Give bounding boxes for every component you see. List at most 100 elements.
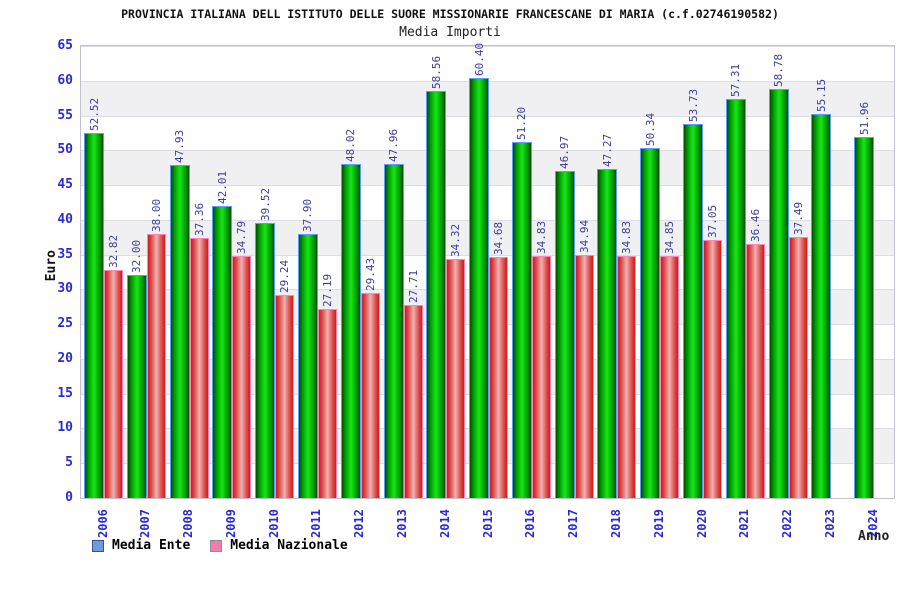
value-label: 57.31 <box>729 64 743 98</box>
value-label: 47.27 <box>600 134 614 168</box>
bar-media-nazionale <box>703 240 723 498</box>
value-label: 58.78 <box>772 54 786 88</box>
x-tick-label-year: 2009 <box>223 509 238 538</box>
x-tick-label-year: 2016 <box>523 509 538 538</box>
value-label: 37.90 <box>301 199 315 233</box>
value-label: 38.00 <box>149 198 163 232</box>
y-tick-label: 5 <box>65 455 73 471</box>
bar-media-ente <box>126 275 147 498</box>
x-tick-label-year: 2023 <box>822 509 837 538</box>
bar-media-nazionale <box>531 255 551 498</box>
y-tick-label: 65 <box>57 38 73 53</box>
bar-media-nazionale <box>745 244 765 498</box>
y-tick-label: 15 <box>57 385 73 401</box>
x-tick-label-year: 2007 <box>138 509 153 538</box>
value-label: 34.32 <box>449 224 463 258</box>
y-tick-label: 30 <box>57 281 73 297</box>
bar-media-ente <box>683 124 704 498</box>
value-label: 27.71 <box>406 270 420 304</box>
bar-media-ente <box>340 164 361 498</box>
value-label: 34.83 <box>620 220 634 254</box>
value-label: 47.93 <box>173 129 187 163</box>
x-tick-label-year: 2014 <box>437 509 452 538</box>
bar-media-nazionale <box>360 293 380 498</box>
legend: Media Ente Media Nazionale <box>92 538 348 553</box>
legend-swatch-media-nazionale-icon <box>210 539 223 552</box>
bar-media-nazionale <box>275 294 295 498</box>
bar-media-ente <box>469 77 490 498</box>
x-tick-label-year: 2020 <box>694 509 709 538</box>
x-tick-label-year: 2018 <box>608 509 623 538</box>
x-tick-label-year: 2019 <box>651 509 666 538</box>
bar-media-ente <box>511 141 532 498</box>
value-label: 48.02 <box>344 128 358 163</box>
bar-media-ente <box>768 89 789 498</box>
bar-media-ente <box>84 132 104 498</box>
bar-media-ente <box>854 136 875 498</box>
bar-media-ente <box>811 114 832 498</box>
x-tick-label-year: 2010 <box>266 509 281 538</box>
legend-label-media-nazionale: Media Nazionale <box>230 538 348 553</box>
legend-item-media-ente: Media Ente <box>92 538 190 553</box>
value-label: 37.49 <box>791 202 805 236</box>
value-label: 42.01 <box>215 170 229 204</box>
legend-swatch-media-ente-icon <box>92 539 104 552</box>
bar-media-nazionale <box>232 256 252 498</box>
chart-title: PROVINCIA ITALIANA DELL ISTITUTO DELLE S… <box>121 7 779 21</box>
value-label: 36.46 <box>748 209 762 243</box>
value-label: 51.20 <box>515 106 529 140</box>
gridline <box>81 46 894 47</box>
y-tick-label: 35 <box>57 246 73 262</box>
y-tick-label: 60 <box>57 72 73 88</box>
bar-media-ente <box>169 164 190 498</box>
value-label: 37.05 <box>706 205 720 239</box>
x-axis-title: Anno <box>858 529 890 544</box>
value-label: 34.79 <box>235 220 249 255</box>
bar-media-ente <box>297 234 318 498</box>
bar-media-ente <box>725 99 746 498</box>
value-label: 37.36 <box>192 203 206 237</box>
value-label: 52.52 <box>87 97 101 131</box>
x-tick-label-year: 2021 <box>737 509 752 538</box>
value-label: 29.43 <box>363 258 377 292</box>
bar-media-nazionale <box>146 233 166 498</box>
y-tick-label: 25 <box>57 316 73 332</box>
legend-label-media-ente: Media Ente <box>112 538 191 553</box>
x-tick-label-year: 2015 <box>480 509 495 538</box>
legend-item-media-nazionale: Media Nazionale <box>210 538 348 553</box>
bar-media-nazionale <box>446 259 466 498</box>
value-label: 47.96 <box>387 129 401 163</box>
value-label: 32.00 <box>130 240 144 274</box>
bar-media-ente <box>383 164 404 498</box>
y-tick-label: 0 <box>65 490 73 505</box>
value-label: 34.94 <box>577 219 591 254</box>
value-label: 58.56 <box>429 55 443 89</box>
value-label: 39.52 <box>258 188 272 222</box>
bar-media-nazionale <box>489 256 509 498</box>
value-label: 29.24 <box>278 259 292 293</box>
x-tick-label-year: 2022 <box>780 509 795 538</box>
bar-media-nazionale <box>617 255 637 498</box>
plot-area: 52.52 32.82 32.00 38.00 47.93 37.36 42.01 34.79… <box>80 43 895 499</box>
x-tick-label-year: 2011 <box>309 509 324 538</box>
y-tick-label: 50 <box>57 142 73 158</box>
bar-media-ente <box>212 205 233 498</box>
x-tick-label-year: 2013 <box>395 509 410 538</box>
value-label: 46.97 <box>558 136 572 170</box>
x-tick-label-year: 2006 <box>95 509 110 538</box>
y-tick-label: 20 <box>57 350 73 366</box>
y-axis-title: Euro <box>44 250 59 282</box>
value-label: 60.40 <box>472 42 486 76</box>
y-tick-label: 55 <box>57 107 73 123</box>
value-label: 50.34 <box>643 112 657 146</box>
bar-media-nazionale <box>104 269 123 498</box>
x-tick-label-year: 2017 <box>566 509 581 538</box>
bar-media-ente <box>640 147 661 498</box>
bar-media-ente <box>554 171 575 498</box>
bar-media-nazionale <box>317 308 337 498</box>
value-label: 53.73 <box>686 89 700 123</box>
bar-media-ente <box>426 90 447 498</box>
bar-media-ente <box>597 169 618 498</box>
bar-media-nazionale <box>189 238 209 498</box>
